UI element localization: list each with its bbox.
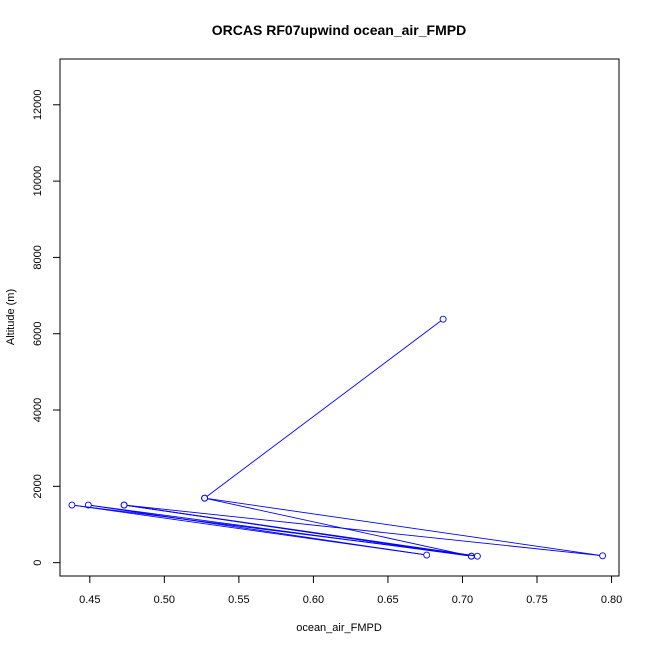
series-line-segment (206, 320, 441, 497)
y-tick-label: 6000 (32, 321, 44, 345)
y-tick-label: 2000 (32, 474, 44, 498)
series-line-segment (74, 505, 424, 556)
series-line-segment (127, 504, 600, 556)
chart-title: ORCAS RF07upwind ocean_air_FMPD (212, 22, 466, 38)
series-line-segment (74, 504, 475, 557)
y-tick-label: 8000 (32, 245, 44, 269)
x-tick-label: 0.80 (601, 594, 622, 606)
data-point (467, 552, 475, 560)
series-line-segment (207, 498, 469, 556)
data-point (84, 501, 92, 509)
x-tick-label: 0.60 (303, 594, 324, 606)
series-line-segment (127, 505, 475, 557)
x-tick-label: 0.70 (452, 594, 473, 606)
series-layer (68, 315, 607, 560)
data-point (439, 315, 447, 323)
series-line-segment (207, 498, 600, 556)
data-point (68, 501, 76, 509)
x-axis-label: ocean_air_FMPD (296, 622, 382, 634)
plot-frame (59, 58, 620, 577)
x-axis: 0.45 0.50 0.55 0.60 0.65 0.70 0.75 0.80 (79, 576, 622, 606)
y-tick-label: 10000 (32, 166, 44, 197)
x-tick-label: 0.45 (79, 594, 100, 606)
data-point (473, 552, 481, 560)
y-tick-label: 12000 (32, 89, 44, 120)
data-point (120, 501, 128, 509)
x-tick-label: 0.75 (526, 594, 547, 606)
data-point (423, 551, 431, 559)
y-tick-label: 4000 (32, 398, 44, 422)
data-point (599, 552, 607, 560)
y-tick-label: 0 (32, 560, 44, 566)
y-axis: 0 2000 4000 6000 8000 10000 12000 (32, 89, 60, 566)
data-point (201, 494, 209, 502)
x-tick-label: 0.65 (377, 594, 398, 606)
y-axis-label: Altitude (m) (5, 289, 17, 345)
x-tick-label: 0.50 (154, 594, 175, 606)
x-tick-label: 0.55 (228, 594, 249, 606)
